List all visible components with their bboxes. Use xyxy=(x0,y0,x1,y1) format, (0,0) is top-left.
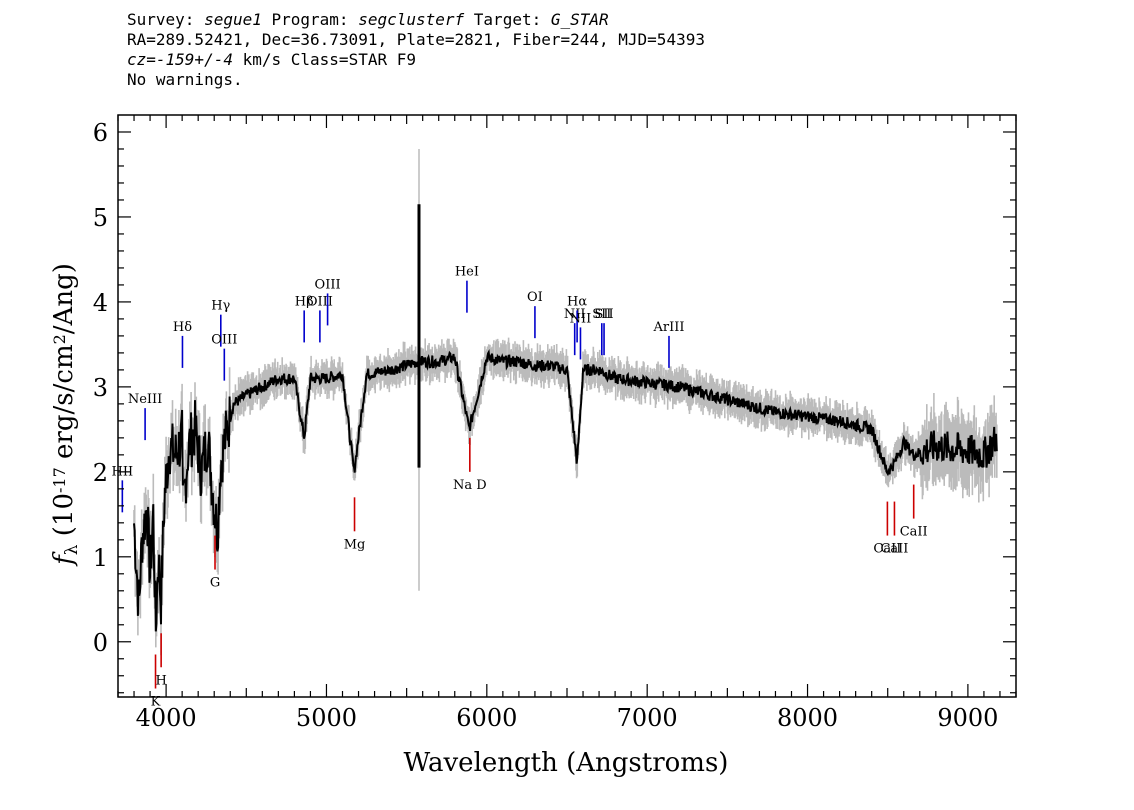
y-tick-label: 1 xyxy=(93,544,108,572)
y-axis-label: fλ (10-17 erg/s/cm2/Ang) xyxy=(49,263,82,567)
target-name: G_STAR xyxy=(550,10,609,29)
emission-line-label: NII xyxy=(570,311,592,326)
absorption-line-label: Na D xyxy=(453,478,487,493)
emission-line-label: SII xyxy=(594,307,613,322)
x-tick-label: 5000 xyxy=(296,704,357,732)
header-line-3: cz=-159+/-4 km/s Class=STAR F9 xyxy=(127,50,416,69)
header-line-4: No warnings. xyxy=(127,70,243,89)
absorption-line-label: K xyxy=(151,695,161,710)
redshift-value: cz=-159+/-4 xyxy=(127,50,233,69)
emission-line-label: OIII xyxy=(307,294,333,309)
x-tick-label: 7000 xyxy=(617,704,678,732)
y-tick-label: 3 xyxy=(93,374,108,402)
absorption-line-label: G xyxy=(210,576,220,591)
error-band xyxy=(133,148,998,656)
flux-series xyxy=(133,204,998,632)
emission-line-label: OIII xyxy=(211,333,237,348)
absorption-line-label: H xyxy=(155,673,166,688)
flux-line xyxy=(133,349,998,632)
emission-line-label: SII xyxy=(592,307,611,322)
emission-line-label: Hβ xyxy=(295,294,314,309)
spectrum-header: Survey: segue1 Program: segclusterf Targ… xyxy=(127,10,705,90)
absorption-line-label: CaII xyxy=(873,542,901,557)
y-tick-label: 0 xyxy=(93,629,108,657)
x-tick-label: 6000 xyxy=(456,704,517,732)
emission-line-label: NeIII xyxy=(128,392,162,407)
y-tick-label: 4 xyxy=(93,289,108,317)
y-tick-label: 2 xyxy=(93,459,108,487)
x-tick-label: 4000 xyxy=(136,704,197,732)
emission-line-label: Hα xyxy=(567,294,587,309)
survey-name: segue1 xyxy=(204,10,262,29)
x-tick-label: 8000 xyxy=(777,704,838,732)
program-name: segclusterf xyxy=(358,10,465,29)
header-line-2: RA=289.52421, Dec=36.73091, Plate=2821, … xyxy=(127,30,705,49)
x-tick-label: 9000 xyxy=(937,704,998,732)
absorption-line-label: CaII xyxy=(900,525,928,540)
absorption-line-label: Mg xyxy=(344,537,366,552)
y-tick-label: 5 xyxy=(93,204,108,232)
absorption-line-label: CaII xyxy=(880,542,908,557)
emission-line-label: Hδ xyxy=(173,320,192,335)
emission-line-label: NII xyxy=(564,307,586,322)
emission-line-label: OIII xyxy=(315,277,341,292)
emission-line-label: Hγ xyxy=(211,299,230,314)
x-axis-label: Wavelength (Angstroms) xyxy=(404,748,729,778)
axes: 4000 5000 6000 7000 8000 9000 0 1 2 3 4 5 6 xyxy=(93,114,1017,732)
emission-line-label: HeI xyxy=(455,265,479,280)
emission-line-label: ArIII xyxy=(652,320,684,335)
header-line-1: Survey: segue1 Program: segclusterf Targ… xyxy=(127,10,609,29)
error-band-path xyxy=(133,337,998,656)
emission-line-label: OI xyxy=(527,290,543,305)
y-tick-label: 6 xyxy=(93,119,108,147)
